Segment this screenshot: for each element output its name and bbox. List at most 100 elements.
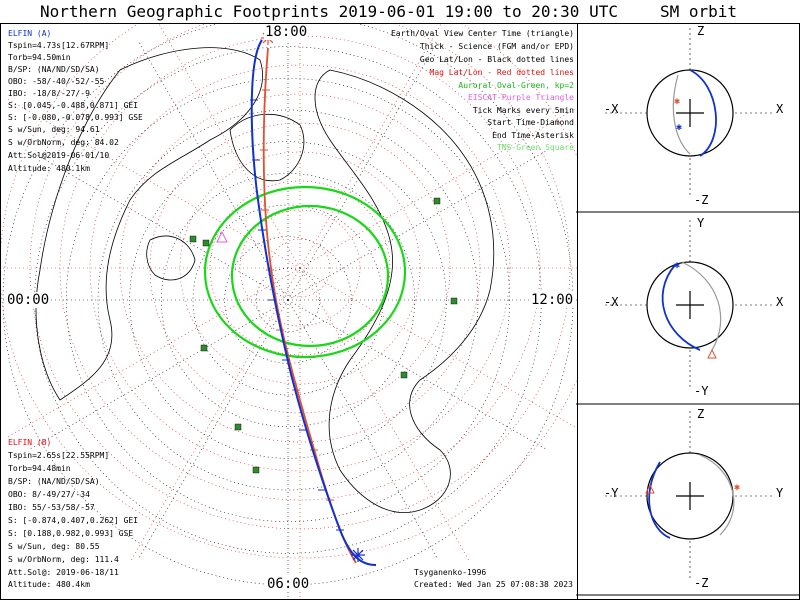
geo-meridian [138,299,289,560]
elfin-b-line: S w/OrbNorm, deg: 111.4 [8,555,119,564]
mag-meridian [299,107,577,269]
hour-label-00: 00:00 [6,292,51,308]
elfin-b-line: B/SP: (NA/ND/SD/SA) [8,477,100,486]
hour-label-06: 06:00 [266,576,311,592]
geo-lat-circle [161,173,415,427]
sm-orbit-a [689,69,717,157]
legend-entry: Earth/Oval View Center Time (triangle) [390,29,574,38]
coastline [229,113,305,182]
legend-entry: TMS-Green Square [496,143,574,152]
elfin-b-line: Torb=94.48min [8,464,71,473]
geo-lat-circle [256,268,320,332]
mag-meridian [129,267,301,563]
geo-meridian [28,299,289,450]
sm-triangle-b [707,348,717,359]
mag-lat-circle [209,180,391,356]
elfin-a-line: Tspin=4.73s[12.67RPM] [8,41,110,50]
elfin-b-line: S w/Sun, deg: 80.55 [8,542,100,551]
coastline [314,69,495,513]
elfin-a-line: S w/OrbNorm, deg: 84.02 [8,138,119,147]
plot-title: Northern Geographic Footprints 2019-06-0… [40,2,618,21]
elfin-b-line: OBO: 8/-49/27/-34 [8,490,90,499]
elfin-b-line: S: [0.188,0.982,0.993] GSE [8,529,134,538]
axis-label-right: X [776,295,784,309]
sm-orbit-a [661,264,701,351]
sm-marker-b: ✱ [734,482,740,493]
sm-triangle-b [645,483,655,494]
tms-station-square [433,197,441,205]
legend-entry: Auroral Oval-Green, kp=2 [458,81,574,90]
tms-station-square [252,466,260,474]
tms-station-square [400,371,408,379]
elfin-b-line: Altitude: 480.4km [8,580,90,589]
axis-label-top: Z [697,407,705,421]
mag-meridian [158,24,301,269]
sm-orbit-b [699,454,735,536]
axis-label-left: -X [604,295,619,309]
tms-station-square [234,423,242,431]
auroral-oval-outer [203,185,407,359]
mag-lat-circle [149,122,451,414]
elfin-a-track [250,39,377,566]
elfin-a-line: Altitude: 480.1km [8,164,90,173]
geo-lat-circle [97,109,479,491]
axis-label-bottom: -Z [694,576,709,590]
axis-label-left: -X [604,102,619,116]
legend-entry: Geo Lat/Lon - Black dotted lines [419,55,574,64]
geo-meridian [287,299,438,560]
elfin-a-line: OBO: -58/-40/-52/-55 [8,77,105,86]
created-stamp: Created: Wed Jan 25 07:08:38 2023 [414,580,573,589]
legend-entry: EISCAT-Purple Triangle [468,93,574,102]
geo-meridian [287,299,548,450]
mag-meridian [299,267,471,563]
legend-entry: Mag Lat/Lon - Red dotted lines [429,68,575,77]
mag-meridian [299,24,442,269]
model-credit: Tsyganenko-1996 [414,568,487,577]
elfin-b-track [262,47,357,564]
sm-orbit-title: SM orbit [660,2,738,21]
legend-entry: Start Time-Diamond [487,118,574,127]
elfin-a-line: S w/Sun, deg: 94.61 [8,125,100,134]
tms-station-square [202,239,210,247]
sm-orbit-b [681,261,722,351]
geo-lat-circle [66,78,510,522]
tms-station-square [200,344,208,352]
elfin-a-line: Torb=94.50min [8,53,71,62]
axis-label-right: X [776,102,784,116]
geo-lat-circle [224,236,352,364]
axis-label-top: Y [697,216,705,230]
legend-entry: Thick - Science (FGM and/or EPD) [419,42,574,51]
legend-entry: Tick Marks every 5min [472,106,574,115]
mag-meridian [299,267,577,429]
hour-label-18: 18:00 [264,24,309,40]
elfin-b-line: Att.Sol@: 2019-06-18/11 [8,568,119,577]
axis-label-left: -Y [604,486,619,500]
sm-orbit-b [672,74,691,155]
mag-meridian [5,267,301,439]
coastline [35,47,263,401]
tms-station-square [189,235,197,243]
auroral-oval-inner [230,204,390,348]
hour-label-12: 12:00 [530,292,575,308]
axis-label-bottom: -Z [694,193,709,207]
axis-label-right: Y [776,486,784,500]
sm-marker-a: ✱ [676,122,682,133]
axis-label-top: Z [697,24,705,38]
elfin-a-name: ELFIN (A) [8,29,52,38]
elfin-a-line: S: [0.045,-0.488,0.871] GEI [8,101,139,110]
geo-meridian [287,150,548,301]
elfin-b-line: IBO: 55/-53/58/-57 [8,503,95,512]
elfin-a-line: B/SP: (NA/ND/SD/SA) [8,65,100,74]
mag-meridian [5,97,301,269]
mag-lat-circle [89,64,511,472]
elfin-a-end-asterisk [352,549,364,561]
elfin-a-line: S: [-0.080,-0.078,0.993] GSE [8,113,143,122]
coastline [146,235,196,281]
mag-lat-circle [269,238,331,298]
elfin-a-line: IBO: -18/8/-27/-9 [8,89,90,98]
axis-label-bottom: -Y [694,384,709,398]
eiscat-triangle [216,230,228,243]
sm-marker-a: ✱ [674,260,680,271]
sm-marker-b: ✱ [674,96,680,107]
